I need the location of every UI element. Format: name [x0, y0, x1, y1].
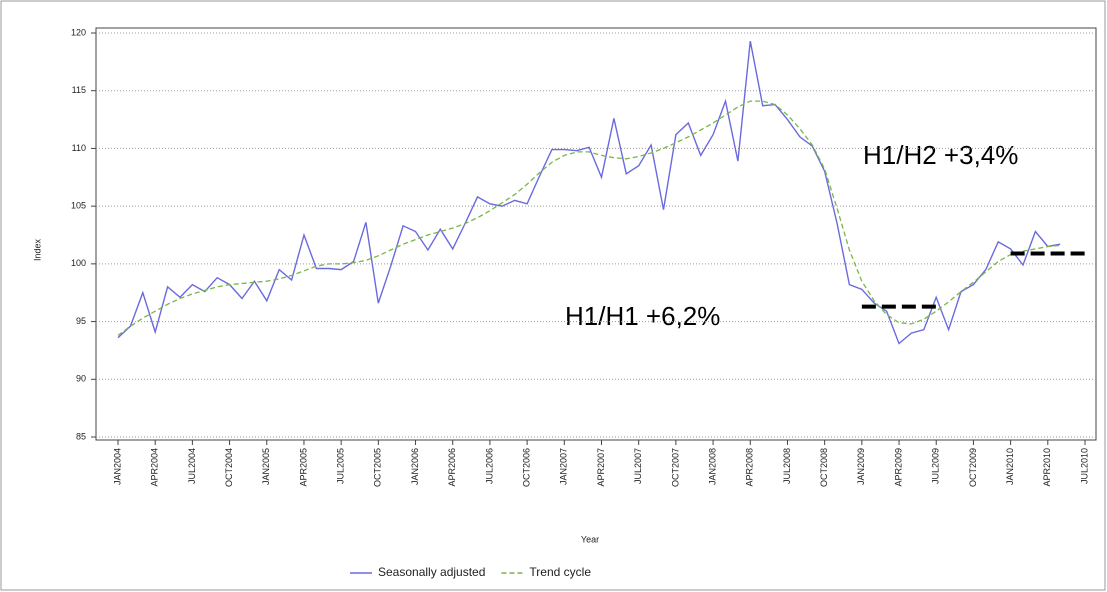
y-tick-label: 85 — [76, 431, 86, 441]
y-tick-label: 105 — [71, 201, 86, 211]
x-tick-label: JAN2008 — [707, 448, 717, 485]
x-axis-label: Year — [581, 534, 599, 544]
x-tick-label: OCT2008 — [819, 448, 829, 487]
y-tick-label: 95 — [76, 316, 86, 326]
x-tick-label: JAN2004 — [112, 448, 122, 485]
x-tick-label: APR2009 — [893, 448, 903, 487]
x-tick-label: OCT2004 — [224, 448, 234, 487]
x-tick-label: JAN2009 — [856, 448, 866, 485]
y-tick-label: 90 — [76, 374, 86, 384]
x-tick-label: APR2005 — [298, 448, 308, 487]
x-tick-label: JUL2005 — [336, 448, 346, 484]
x-tick-label: JAN2005 — [261, 448, 271, 485]
x-tick-label: JUL2007 — [633, 448, 643, 484]
y-tick-label: 115 — [72, 85, 86, 95]
x-tick-label: OCT2009 — [968, 448, 978, 487]
x-tick-label: APR2004 — [150, 448, 160, 487]
y-tick-label: 100 — [71, 258, 86, 268]
legend-label: Seasonally adjusted — [378, 565, 485, 579]
x-tick-label: APR2006 — [447, 448, 457, 487]
legend-label: Trend cycle — [529, 565, 591, 579]
x-tick-label: JUL2006 — [484, 448, 494, 484]
x-tick-label: OCT2006 — [521, 448, 531, 487]
x-tick-label: APR2008 — [745, 448, 755, 487]
plot-area — [95, 27, 1097, 441]
annotation: H1/H1 +6,2% — [565, 301, 720, 331]
x-tick-label: JAN2007 — [559, 448, 569, 485]
series-line — [117, 100, 1061, 336]
y-tick-label: 120 — [71, 27, 86, 37]
x-tick-label: JAN2010 — [1005, 448, 1015, 485]
x-tick-label: APR2007 — [596, 448, 606, 487]
x-tick-label: JUL2010 — [1079, 448, 1089, 484]
x-tick-label: APR2010 — [1042, 448, 1052, 487]
x-tick-label: JUL2008 — [782, 448, 792, 484]
y-tick-label: 110 — [72, 143, 86, 153]
x-tick-label: JUL2009 — [931, 448, 941, 484]
x-tick-label: OCT2007 — [670, 448, 680, 487]
x-tick-label: OCT2005 — [373, 448, 383, 487]
x-tick-label: JUL2004 — [187, 448, 197, 484]
annotation: H1/H2 +3,4% — [863, 140, 1018, 170]
y-axis-label: Index — [32, 238, 42, 261]
x-tick-label: JAN2006 — [410, 448, 420, 485]
